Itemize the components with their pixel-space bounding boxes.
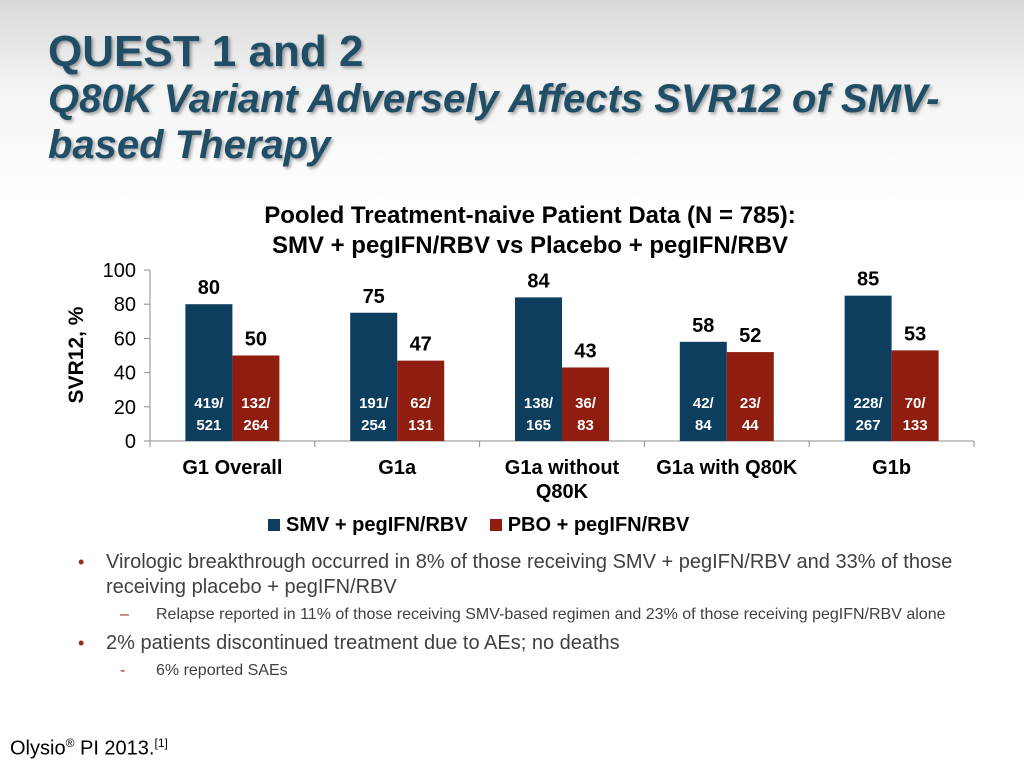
bullet-text: Virologic breakthrough occurred in 8% of… (106, 551, 953, 598)
bar-n-label-denominator: 83 (577, 417, 594, 434)
y-tick-label: 40 (114, 363, 136, 385)
slide-title-block: QUEST 1 and 2 Q80K Variant Adversely Aff… (48, 28, 1008, 168)
legend-swatch-pbo (489, 519, 502, 531)
bar-pbo (891, 350, 939, 441)
bar-n-label-numerator: 42/ (693, 395, 715, 412)
bar-n-label-numerator: 62/ (410, 395, 432, 412)
bar-value-label: 52 (739, 325, 761, 347)
bar-n-label-denominator: 264 (243, 417, 269, 434)
legend-label-pbo: PBO + pegIFN/RBV (507, 513, 690, 536)
chart-title-line-2: SMV + pegIFN/RBV vs Placebo + pegIFN/RBV (271, 232, 789, 259)
chart-title-line-1: Pooled Treatment-naive Patient Data (N =… (264, 202, 796, 229)
bar-n-label-numerator: 191/ (359, 395, 389, 412)
legend-item-pbo: PBO + pegIFN/RBV (489, 513, 690, 537)
bullet-list: • Virologic breakthrough occurred in 8% … (78, 550, 978, 687)
sub-bullet-mark: - (120, 662, 126, 679)
chart-legend: SMV + pegIFN/RBV PBO + pegIFN/RBV (268, 512, 711, 538)
bar-value-label: 43 (574, 340, 596, 362)
sub-bullet-text: Relapse reported in 11% of those receivi… (156, 606, 946, 623)
bullet-item: • Virologic breakthrough occurred in 8% … (78, 550, 978, 600)
x-category-label: G1a with Q80K (656, 457, 798, 479)
bar-n-label-denominator: 165 (526, 417, 551, 434)
bar-smv (350, 312, 398, 441)
y-tick-label: 0 (125, 431, 136, 453)
sub-bullet-item: – Relapse reported in 11% of those recei… (120, 604, 978, 625)
footer-brand: Olysio (10, 737, 66, 760)
bar-n-label-numerator: 132/ (241, 395, 271, 412)
bar-value-label: 84 (527, 270, 550, 292)
bullet-dot-icon: • (78, 633, 85, 653)
bar-n-label-denominator: 133 (903, 417, 928, 434)
sub-bullet-text: 6% reported SAEs (156, 662, 288, 679)
bar-n-label-denominator: 131 (408, 417, 433, 434)
footer-text: PI 2013. (74, 737, 155, 760)
y-tick-label: 80 (114, 294, 136, 316)
bar-n-label-denominator: 44 (742, 417, 759, 434)
registered-mark: ® (65, 736, 75, 750)
bar-value-label: 85 (857, 269, 879, 291)
bullet-item: • 2% patients discontinued treatment due… (78, 631, 978, 656)
bullet-dot-icon: • (78, 552, 85, 572)
citation-footer: Olysio® PI 2013.[1] (10, 736, 168, 761)
bar-n-label-denominator: 521 (196, 417, 221, 434)
bar-n-label-numerator: 70/ (905, 395, 927, 412)
sub-bullet-item: - 6% reported SAEs (120, 660, 978, 681)
x-category-label: G1b (872, 457, 911, 479)
bar-n-label-numerator: 36/ (575, 395, 597, 412)
bar-pbo (232, 355, 280, 441)
y-tick-label: 100 (103, 260, 136, 282)
bar-value-label: 80 (198, 277, 220, 299)
bar-pbo (562, 367, 609, 441)
bar-value-label: 50 (245, 329, 267, 351)
slide-subtitle: Q80K Variant Adversely Affects SVR12 of … (48, 77, 940, 167)
bar-smv (185, 304, 233, 441)
sub-bullet-mark: – (120, 606, 129, 623)
bar-n-label-denominator: 254 (361, 417, 387, 434)
y-axis-label: SVR12, % (65, 306, 88, 403)
y-tick-label: 60 (114, 328, 136, 350)
bar-value-label: 47 (410, 334, 432, 356)
bar-smv (679, 341, 727, 441)
bar-n-label-numerator: 419/ (194, 395, 224, 412)
bar-n-label-numerator: 23/ (740, 395, 762, 412)
slide-title: QUEST 1 and 2 (48, 27, 364, 76)
legend-swatch-smv (268, 519, 280, 531)
bar-value-label: 53 (904, 323, 926, 345)
bar-smv (515, 297, 562, 441)
footer-reference: [1] (154, 736, 168, 750)
bar-value-label: 75 (363, 286, 385, 308)
bar-n-label-numerator: 228/ (853, 395, 883, 412)
bar-value-label: 58 (692, 315, 714, 337)
bar-n-label-denominator: 267 (856, 417, 881, 434)
bar-smv (844, 295, 892, 441)
x-category-label: G1a (378, 457, 417, 479)
x-category-label: G1a without (505, 457, 620, 479)
bullet-text: 2% patients discontinued treatment due t… (106, 632, 620, 654)
x-category-label: G1 Overall (182, 457, 282, 479)
x-category-label: Q80K (536, 481, 589, 503)
legend-label-smv: SMV + pegIFN/RBV (286, 513, 468, 536)
bar-n-label-denominator: 84 (695, 417, 712, 434)
bar-n-label-numerator: 138/ (524, 395, 554, 412)
legend-item-smv: SMV + pegIFN/RBV (268, 514, 468, 537)
bar-pbo (726, 352, 774, 441)
y-tick-label: 20 (114, 397, 136, 419)
bar-pbo (397, 360, 445, 441)
